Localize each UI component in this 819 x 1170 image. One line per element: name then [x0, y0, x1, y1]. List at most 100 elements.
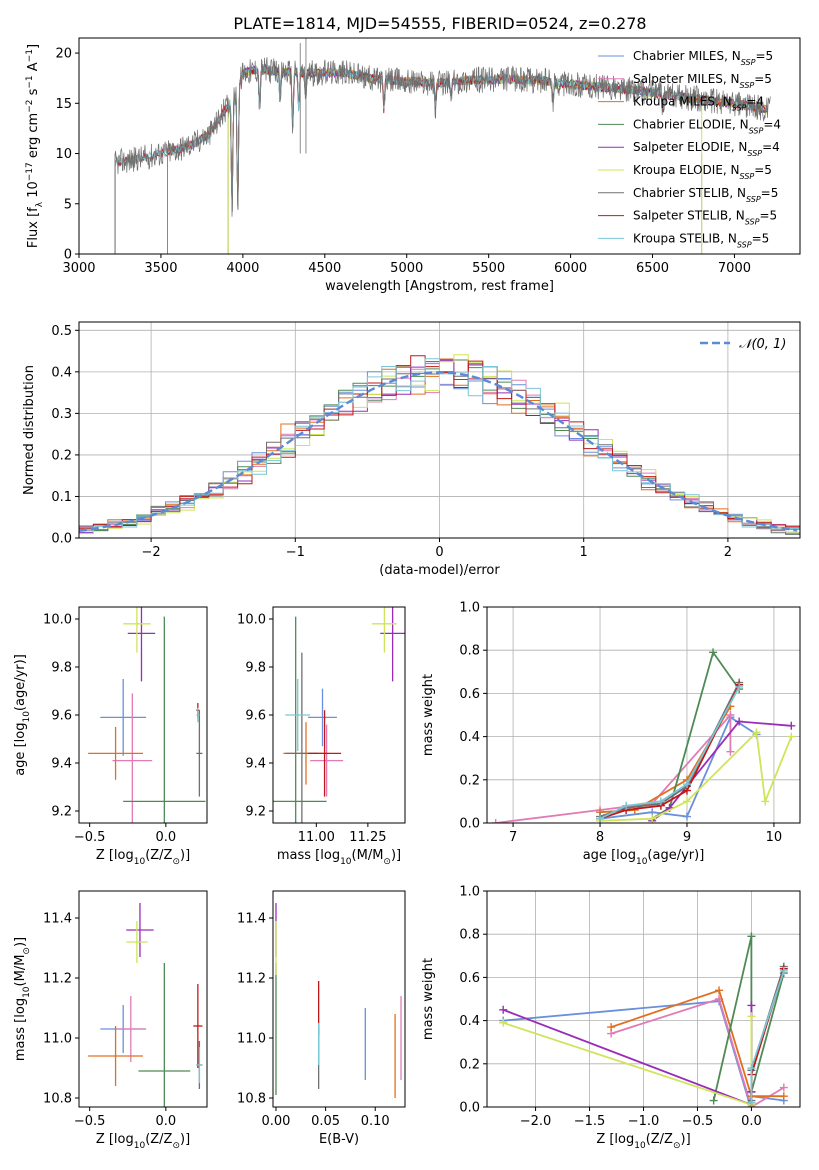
y-tick-label: 9.4: [245, 757, 266, 772]
histogram-kroupa_stelib: [79, 358, 800, 531]
x-tick-label: 0.0: [741, 1114, 762, 1129]
errorbar-chabrier_stelib: [196, 710, 203, 797]
errorbar-salpeter_elodie: [127, 607, 156, 682]
series-kroupa_stelib: [747, 966, 788, 1107]
series-line: [599, 705, 732, 814]
x-tick-label: 0: [435, 545, 443, 560]
y-tick-label: 11.4: [237, 912, 266, 927]
series-marker: [779, 966, 788, 975]
series-marker: [787, 721, 796, 730]
x-tick-label: 0.00: [262, 1114, 291, 1129]
x-tick-label: 0.0: [156, 830, 177, 845]
x-axis-label: (data-model)/error: [379, 563, 500, 578]
y-tick-label: 9.2: [245, 805, 266, 820]
x-axis-label: E(B-V): [319, 1132, 359, 1147]
x-axis-label: wavelength [Angstrom, rest frame]: [325, 279, 554, 294]
x-axis-label: age [log10(age/yr)]: [583, 848, 705, 867]
legend-label-salpeter_stelib: Salpeter STELIB, NSSP=5: [633, 209, 777, 227]
axes-border: [78, 37, 801, 255]
y-tick-label: 0.2: [459, 773, 480, 788]
series-marker: [787, 732, 796, 741]
y-tick-label: 0.6: [459, 687, 480, 702]
panel-residuals: −2 −1 0 1 2 0.0 0.1 0.2 0.3 0.4 0.5 𝒩(0, 1) (data-mo…: [22, 321, 801, 578]
axes-frame: 3000 3500 4000 4500 5000 5500 6000 6500 7000 0 5 10…: [25, 37, 801, 294]
y-tick-label: 10: [55, 147, 72, 162]
axes-border: [272, 890, 406, 1108]
y-tick-label: 10.0: [43, 613, 72, 628]
series-marker: [622, 801, 631, 810]
errorbar-kroupa_miles: [88, 727, 143, 780]
x-tick-label: 0.0: [156, 1114, 177, 1129]
y-tick-label: 0.8: [459, 644, 480, 659]
plot-area: [273, 607, 405, 823]
y-tick-label: 11.4: [43, 912, 72, 927]
series-chabrier_stelib: [596, 678, 744, 821]
legend-label-chabrier_miles: Chabrier MILES, NSSP=5: [633, 49, 773, 67]
x-tick-label: 7000: [718, 261, 751, 276]
y-tick-label: 0.6: [459, 971, 480, 986]
y-tick-label: 0.5: [51, 324, 72, 339]
panel-mass_vs_EBV: 0.00 0.05 0.10 10.8 11.0 11.2 11.4 E(B-V): [237, 890, 406, 1147]
y-tick-label: 0.8: [459, 928, 480, 943]
axes-frame: 7 8 9 10 0.0 0.2 0.4 0.6 0.8 1.0 age [log10(age/yr…: [421, 601, 801, 867]
axes-frame: −2 −1 0 1 2 0.0 0.1 0.2 0.3 0.4 0.5 𝒩(0, 1) (data-mo…: [22, 321, 801, 578]
errorbar-kroupa_elodie: [372, 607, 397, 653]
series-line: [502, 1016, 753, 1107]
axes-border: [486, 606, 801, 824]
x-tick-label: −0.5: [74, 830, 106, 845]
series-line: [610, 989, 784, 1098]
y-tick-label: 0.2: [51, 448, 72, 463]
errorbar-salpeter_miles: [112, 693, 153, 823]
y-tick-label: 15: [55, 97, 72, 112]
plot-area: [499, 932, 788, 1107]
errorbar-kroupa_elodie: [123, 607, 151, 653]
series-marker: [656, 797, 665, 806]
axes-frame: −0.5 0.0 9.2 9.4 9.6 9.8 10.0 Z [log10(Z/Z⊙)] ag…: [13, 606, 208, 867]
x-tick-label: 5000: [390, 261, 423, 276]
x-tick-label: 11.25: [349, 830, 386, 845]
series-marker: [726, 747, 735, 756]
x-tick-label: 8: [596, 830, 604, 845]
x-tick-label: 0.10: [361, 1114, 390, 1129]
y-axis-label: mass weight: [421, 674, 436, 756]
axes-frame: −2.0 −1.5 −1.0 −0.5 0.0 0.0 0.2 0.4 0.6 0.8 1.0 Z […: [421, 885, 801, 1151]
panel-weight_vs_Z: −2.0 −1.5 −1.0 −0.5 0.0 0.0 0.2 0.4 0.6 0.8 1.0 Z […: [421, 885, 801, 1151]
errorbar-chabrier_miles: [308, 688, 337, 747]
x-tick-label: −1: [286, 545, 305, 560]
x-tick-label: 3500: [144, 261, 177, 276]
series-marker: [747, 1001, 756, 1010]
legend-label-kroupa_stelib: Kroupa STELIB, NSSP=5: [633, 231, 769, 249]
y-tick-label: 0.1: [51, 490, 72, 505]
x-axis-label: mass [log10(M/M⊙)]: [277, 848, 401, 867]
errorbar-chabrier_miles: [100, 679, 147, 756]
y-tick-label: 1.0: [459, 601, 480, 616]
panel-mass_vs_Z: −0.5 0.0 10.8 11.0 11.2 11.4 Z [log10(Z/Z⊙)] ma…: [13, 890, 208, 1151]
errorbar-salpeter_stelib: [308, 710, 342, 797]
y-tick-label: 0.4: [51, 365, 72, 380]
series-marker: [747, 932, 756, 941]
errorbar-salpeter_stelib: [193, 984, 203, 1068]
panel-age_vs_mass: 11.00 11.25 9.2 9.4 9.6 9.8 10.0 mass [log10(M/…: [237, 606, 406, 867]
y-tick-label: 0.0: [459, 1101, 480, 1116]
axes-frame: 0.00 0.05 0.10 10.8 11.0 11.2 11.4 E(B-V): [237, 890, 406, 1147]
x-tick-label: 5500: [472, 261, 505, 276]
series-line: [599, 715, 757, 820]
y-tick-label: 0.0: [51, 532, 72, 547]
histogram-kroupa_elodie: [79, 354, 800, 535]
x-axis-label: Z [log10(Z/Z⊙)]: [596, 1132, 690, 1151]
axes-border: [78, 606, 208, 824]
axes-border: [78, 890, 208, 1108]
legend-label-chabrier_elodie: Chabrier ELODIE, NSSP=4: [633, 117, 781, 135]
series-marker: [752, 728, 761, 737]
series-marker: [735, 682, 744, 691]
y-tick-label: 11.0: [237, 1032, 266, 1047]
series-marker: [715, 986, 724, 995]
x-tick-label: 1: [580, 545, 588, 560]
legend-label-kroupa_elodie: Kroupa ELODIE, NSSP=5: [633, 163, 772, 181]
panel-age_vs_Z: −0.5 0.0 9.2 9.4 9.6 9.8 10.0 Z [log10(Z/Z⊙)] ag…: [13, 606, 208, 867]
legend-label-kroupa_miles: Kroupa MILES, NSSP=4: [633, 95, 764, 113]
axes-frame: −0.5 0.0 10.8 11.0 11.2 11.4 Z [log10(Z/Z⊙)] ma…: [13, 890, 208, 1151]
series-marker: [596, 814, 605, 823]
y-tick-label: 11.0: [43, 1032, 72, 1047]
